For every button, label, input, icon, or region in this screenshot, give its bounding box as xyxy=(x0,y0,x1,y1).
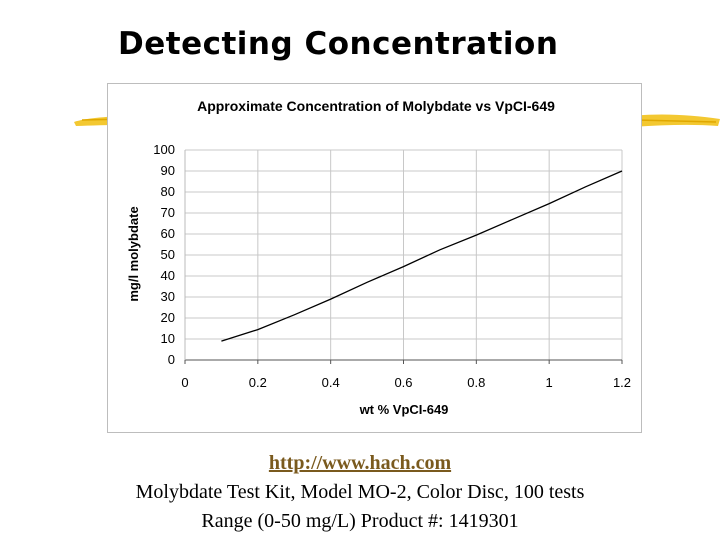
y-tick-label: 90 xyxy=(161,163,175,178)
y-tick-label: 60 xyxy=(161,226,175,241)
axes xyxy=(184,150,623,364)
slide-title: Detecting Concentration xyxy=(118,26,559,62)
x-tick-label: 0.8 xyxy=(467,375,485,390)
chart-panel: Approximate Concentration of Molybdate v… xyxy=(107,83,642,433)
kit-description: Molybdate Test Kit, Model MO-2, Color Di… xyxy=(135,481,585,503)
x-tick-label: 0.2 xyxy=(249,375,267,390)
chart-title: Approximate Concentration of Molybdate v… xyxy=(197,98,555,114)
x-tick-label: 0.4 xyxy=(322,375,340,390)
x-tick-label: 0 xyxy=(181,375,188,390)
source-link-line: http://www.hach.com xyxy=(0,452,720,475)
series-line xyxy=(221,170,623,342)
y-axis-label: mg/l molybdate xyxy=(126,206,141,301)
series-layer xyxy=(221,170,623,342)
yellow-brush-stroke-right xyxy=(632,114,720,127)
x-tick-label: 0.6 xyxy=(394,375,412,390)
x-axis-label: wt % VpCI-649 xyxy=(359,402,449,417)
source-link[interactable]: http://www.hach.com xyxy=(268,452,452,474)
y-tick-label: 10 xyxy=(161,331,175,346)
y-tick-label: 20 xyxy=(161,310,175,325)
y-tick-label: 50 xyxy=(161,247,175,262)
y-tick-label: 40 xyxy=(161,268,175,283)
x-tick-label: 1.2 xyxy=(613,375,631,390)
y-tick-label: 80 xyxy=(161,184,175,199)
y-tick-label: 0 xyxy=(168,352,175,367)
gridlines xyxy=(185,149,623,361)
y-tick-label: 30 xyxy=(161,289,175,304)
y-tick-label: 100 xyxy=(153,142,175,157)
tick-labels: 0 10 20 30 40 50 60 70 80 90 100 0 0.2 0.4 0.6 0.8 1 1.2 xyxy=(153,142,631,390)
y-tick-label: 70 xyxy=(161,205,175,220)
line-chart: Approximate Concentration of Molybdate v… xyxy=(126,98,631,417)
x-tick-label: 1 xyxy=(546,375,553,390)
kit-range: Range (0-50 mg/L) Product #: 1419301 xyxy=(201,510,519,532)
